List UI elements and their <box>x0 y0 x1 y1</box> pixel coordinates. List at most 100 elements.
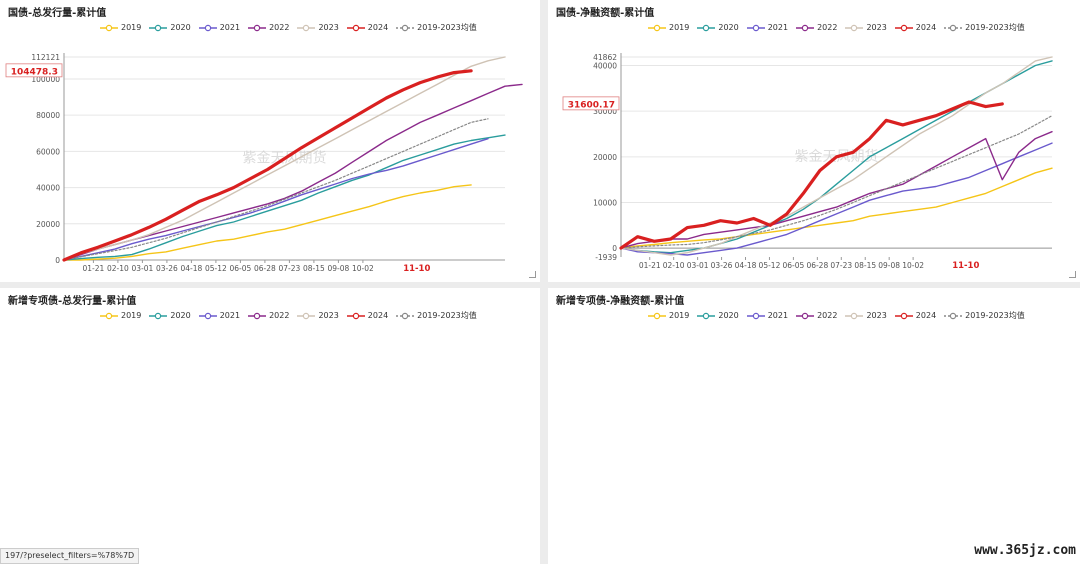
x-tick-label: 07-23 <box>830 261 852 270</box>
legend-swatch <box>845 24 864 31</box>
legend-item[interactable]: 2022 <box>248 23 289 32</box>
legend-swatch <box>198 312 217 319</box>
chart-legend[interactable]: 2019 2020 2021 2022 2023 2024 2019-2023均值 <box>100 310 485 322</box>
series-line-2022 <box>620 130 1053 249</box>
legend-item[interactable]: 2019 <box>648 311 689 320</box>
series-line-2019 <box>620 167 1053 249</box>
browser-status-url: 197/?preselect_filters=%78%7D <box>0 548 140 564</box>
y-tick-label: 0 <box>612 244 617 253</box>
legend-item[interactable]: 2023 <box>297 311 339 320</box>
y-tick-label: 60000 <box>36 147 60 156</box>
legend-label: 2020 <box>170 311 191 320</box>
legend-item[interactable]: 2020 <box>697 311 739 320</box>
y-tick-label: 10000 <box>593 198 617 207</box>
legend-swatch <box>100 24 118 31</box>
x-tick-label: 04-18 <box>181 264 203 273</box>
x-tick-label: 07-23 <box>279 264 301 273</box>
current-value-label: 31600.17 <box>568 100 615 110</box>
legend-item[interactable]: 2021 <box>198 311 240 320</box>
resize-handle[interactable] <box>529 271 536 278</box>
legend-swatch <box>297 24 316 31</box>
legend-item[interactable]: 2020 <box>697 23 739 32</box>
legend-item[interactable]: 2019 <box>100 23 141 32</box>
chart-legend[interactable]: 2019 2020 2021 2022 2023 2024 2019-2023均值 <box>648 22 1033 34</box>
chart-legend[interactable]: 2019 2020 2021 2022 2023 2024 2019-2023均值 <box>648 310 1033 322</box>
legend-label: 2021 <box>767 23 789 32</box>
legend-swatch <box>346 24 365 31</box>
legend-item[interactable]: 2019-2023均值 <box>944 22 1025 33</box>
legend-item[interactable]: 2022 <box>796 311 837 320</box>
chart-panel-guozhai-issuance: 国债-总发行量-累计值 2019 2020 2021 2022 2023 2024 2019… <box>0 0 540 282</box>
legend-item[interactable]: 2019-2023均值 <box>396 22 477 33</box>
chart-svg: 01000020000300003465001-2102-1003-0103-2… <box>548 288 1080 564</box>
legend-item[interactable]: 2019-2023均值 <box>396 310 477 321</box>
legend-label: 2023 <box>866 311 887 320</box>
legend-swatch <box>396 24 415 31</box>
legend-item[interactable]: 2020 <box>149 23 191 32</box>
legend-swatch <box>845 312 864 319</box>
legend-item[interactable]: 2021 <box>198 23 240 32</box>
y-tick-label: 0 <box>55 256 60 265</box>
resize-handle[interactable] <box>1069 271 1076 278</box>
x-tick-label: 03-26 <box>711 261 733 270</box>
legend-label: 2022 <box>269 23 290 32</box>
legend-item[interactable]: 2022 <box>796 23 837 32</box>
legend-label: 2020 <box>718 23 739 32</box>
x-tick-label: 04-18 <box>735 261 757 270</box>
legend-swatch <box>648 312 666 319</box>
x-tick-label: 03-01 <box>132 264 154 273</box>
y-tick-label: 40000 <box>593 62 617 71</box>
legend-swatch <box>697 312 716 319</box>
x-tick-label: 08-15 <box>854 261 876 270</box>
chart-panel-guozhai-net-financing: 国债-净融资额-累计值 2019 2020 2021 2022 2023 2024 2019… <box>548 0 1080 282</box>
series-line-2020 <box>63 134 506 261</box>
legend-item[interactable]: 2024 <box>346 23 388 32</box>
legend-item[interactable]: 2022 <box>248 311 289 320</box>
y-tick-label: 30000 <box>593 107 617 116</box>
x-tick-label: 02-10 <box>663 261 685 270</box>
x-tick-label: 06-05 <box>783 261 805 270</box>
legend-item[interactable]: 2020 <box>149 311 191 320</box>
legend-item[interactable]: 2021 <box>746 311 788 320</box>
y-max-label: 41862 <box>593 53 617 62</box>
x-tick-label: 09-08 <box>328 264 350 273</box>
horizontal-separator <box>0 282 1080 288</box>
legend-label: 2024 <box>915 23 937 32</box>
legend-item[interactable]: 2023 <box>845 23 887 32</box>
legend-item[interactable]: 2019-2023均值 <box>944 310 1025 321</box>
legend-label: 2022 <box>817 311 838 320</box>
legend-item[interactable]: 2019 <box>100 311 141 320</box>
legend-swatch <box>198 24 217 31</box>
y-tick-label: 100000 <box>31 75 60 84</box>
legend-label: 2020 <box>718 311 739 320</box>
chart-legend[interactable]: 2019 2020 2021 2022 2023 2024 2019-2023均值 <box>100 22 485 34</box>
legend-label: 2022 <box>269 311 290 320</box>
x-tick-label: 02-10 <box>107 264 129 273</box>
chart-title: 新增专项债-总发行量-累计值 <box>8 296 137 307</box>
legend-item[interactable]: 2019 <box>648 23 689 32</box>
legend-swatch <box>796 24 815 31</box>
x-tick-label: 10-02 <box>902 261 924 270</box>
legend-item[interactable]: 2021 <box>746 23 789 32</box>
legend-swatch <box>648 24 666 31</box>
chart-svg: 01000020000300004000001-2102-1003-0103-2… <box>0 288 540 564</box>
legend-label: 2023 <box>866 23 887 32</box>
x-tick-label: 06-28 <box>254 264 276 273</box>
y-max-label: 112121 <box>31 53 60 62</box>
chart-title: 国债-净融资额-累计值 <box>556 8 655 19</box>
legend-swatch <box>100 312 118 319</box>
legend-label: 2019-2023均值 <box>965 23 1025 32</box>
legend-item[interactable]: 2023 <box>845 311 887 320</box>
current-value-box <box>5 63 63 78</box>
legend-item[interactable]: 2024 <box>346 311 388 320</box>
current-value-label: 104478.3 <box>11 67 58 77</box>
site-watermark: www.365jz.com <box>974 543 1076 558</box>
series-line-2021 <box>63 137 489 261</box>
legend-item[interactable]: 2024 <box>894 311 936 320</box>
legend-item[interactable]: 2023 <box>297 23 339 32</box>
legend-swatch <box>746 24 765 31</box>
x-tick-label: 05-12 <box>759 261 781 270</box>
x-tick-label: 06-05 <box>230 264 252 273</box>
legend-item[interactable]: 2024 <box>894 23 937 32</box>
